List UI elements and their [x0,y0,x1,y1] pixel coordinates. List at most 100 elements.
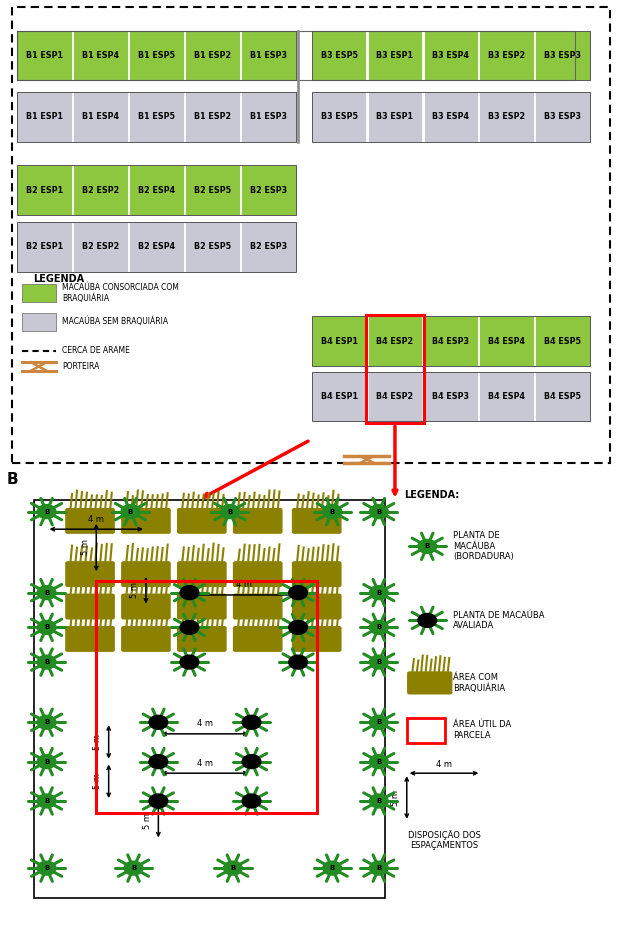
Bar [17,165,72,215]
Circle shape [369,715,388,730]
Circle shape [369,585,388,600]
Bar [17,31,575,81]
Text: B1 ESP4: B1 ESP4 [82,51,119,60]
Circle shape [418,613,437,628]
Circle shape [37,715,56,730]
Circle shape [289,620,307,634]
Text: B1 ESP1: B1 ESP1 [26,112,63,121]
Circle shape [37,620,56,634]
Text: B: B [230,865,235,871]
Circle shape [323,505,342,519]
FancyBboxPatch shape [121,561,171,587]
Text: B3 ESP2: B3 ESP2 [488,51,525,60]
Circle shape [37,585,56,600]
Bar [73,222,128,271]
Text: B2 ESP1: B2 ESP1 [26,243,63,251]
Bar [368,92,422,142]
Bar [479,31,534,81]
Text: 5 m: 5 m [93,773,102,789]
Text: B3 ESP5: B3 ESP5 [320,51,358,60]
Text: PORTEIRA: PORTEIRA [62,362,99,371]
Bar [312,31,366,81]
Bar [241,165,296,215]
Bar [241,92,296,142]
Text: B: B [376,798,381,804]
Circle shape [124,861,143,875]
Text: B2 ESP3: B2 ESP3 [250,243,287,251]
Text: B3 ESP3: B3 ESP3 [544,51,581,60]
Text: B4 ESP1: B4 ESP1 [320,392,358,401]
Text: B: B [330,865,335,871]
FancyBboxPatch shape [233,594,283,619]
Text: 5 m: 5 m [391,790,400,806]
Text: B1 ESP1: B1 ESP1 [26,51,63,60]
Text: ÁREA ÚTIL DA
PARCELA: ÁREA ÚTIL DA PARCELA [453,720,512,740]
Text: B2 ESP2: B2 ESP2 [82,185,119,194]
Text: B4 ESP2: B4 ESP2 [376,337,414,345]
Text: B4 ESP5: B4 ESP5 [544,392,581,401]
Bar [185,165,240,215]
Bar [129,165,184,215]
Circle shape [369,755,388,769]
Bar [17,222,296,271]
FancyBboxPatch shape [65,507,115,533]
Bar [73,31,128,81]
Bar [424,317,478,366]
Circle shape [180,585,199,600]
Bar [241,222,296,271]
Text: B: B [425,544,430,549]
Text: B: B [6,472,18,487]
Text: B: B [44,659,49,665]
Bar [479,371,534,421]
Circle shape [242,715,261,730]
Text: B2 ESP4: B2 ESP4 [138,185,175,194]
Circle shape [37,505,56,519]
Text: B1 ESP5: B1 ESP5 [138,112,175,121]
Bar [312,317,590,366]
Bar [17,165,296,215]
Circle shape [369,656,388,669]
Circle shape [121,505,140,519]
Bar [17,92,72,142]
Text: B: B [376,508,381,515]
FancyBboxPatch shape [233,561,283,587]
Circle shape [220,505,239,519]
FancyBboxPatch shape [177,507,227,533]
Bar [312,317,366,366]
Bar [22,284,56,302]
Text: 5 m: 5 m [81,540,89,556]
Text: MACAÚBA CONSORCIADA COM
BRAQUIÁRIA: MACAÚBA CONSORCIADA COM BRAQUIÁRIA [62,282,179,303]
Text: B2 ESP5: B2 ESP5 [194,185,231,194]
Text: B: B [376,659,381,665]
Circle shape [369,620,388,634]
Bar [22,313,56,331]
Text: LEGENDA: LEGENDA [34,274,84,283]
Bar [535,371,590,421]
Circle shape [149,715,168,730]
FancyBboxPatch shape [407,671,453,694]
Text: B3 ESP4: B3 ESP4 [432,51,469,60]
Bar [424,92,478,142]
Bar [17,222,72,271]
Circle shape [369,505,388,519]
FancyBboxPatch shape [121,594,171,619]
Text: B1 ESP3: B1 ESP3 [250,51,287,60]
Text: B1 ESP5: B1 ESP5 [138,51,175,60]
Text: B4 ESP4: B4 ESP4 [488,392,525,401]
FancyBboxPatch shape [177,626,227,652]
Text: B3 ESP3: B3 ESP3 [544,112,581,121]
Text: B: B [44,590,49,595]
Text: B2 ESP4: B2 ESP4 [138,243,175,251]
Text: 4 m: 4 m [197,720,213,728]
Text: 4 m: 4 m [197,758,213,768]
Bar [17,92,296,142]
Bar [368,317,422,366]
Bar [535,31,590,81]
Bar [185,92,240,142]
Text: B3 ESP1: B3 ESP1 [376,51,414,60]
Circle shape [289,656,307,669]
Text: B1 ESP3: B1 ESP3 [250,112,287,121]
FancyBboxPatch shape [233,626,283,652]
Circle shape [37,861,56,875]
Circle shape [289,585,307,600]
